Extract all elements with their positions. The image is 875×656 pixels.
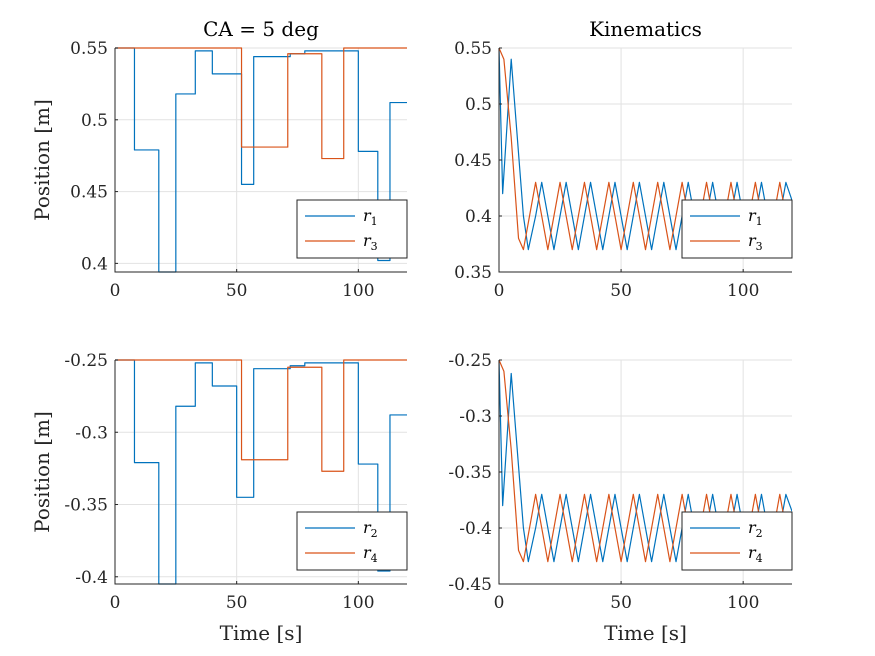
legend-entry-subscript: 1 xyxy=(371,215,378,228)
y-tick-label: 0.4 xyxy=(81,254,108,274)
y-tick-label: 0.4 xyxy=(465,207,492,227)
x-tick-label: 50 xyxy=(226,593,248,613)
x-tick-label: 100 xyxy=(727,593,759,613)
y-axis-label: Position [m] xyxy=(30,99,54,221)
legend-box xyxy=(296,199,408,259)
y-tick-label: 0.45 xyxy=(70,183,108,203)
legend-entry-subscript: 3 xyxy=(756,240,763,253)
y-tick-label: -0.35 xyxy=(64,496,108,516)
y-tick-label: -0.25 xyxy=(64,351,108,371)
series-line-r3 xyxy=(115,47,407,160)
subplot-bottom-left: 0 50 100 -0.4 -0.35 -0.3 -0.25 Time [s] Position… xyxy=(30,351,408,645)
plot-title: CA = 5 deg xyxy=(203,17,319,41)
x-axis-label: Time [s] xyxy=(220,621,303,645)
y-tick-label: 0.45 xyxy=(454,151,492,171)
y-tick-label: -0.3 xyxy=(75,423,108,443)
x-tick-label: 0 xyxy=(110,593,121,613)
y-tick-label: -0.4 xyxy=(459,519,492,539)
y-tick-label: 0.55 xyxy=(70,39,108,59)
y-tick-label: 0.35 xyxy=(454,263,492,283)
subplot-bottom-right: 0 50 100 -0.45 -0.4 -0.35 -0.3 -0.25 Time [s] r2r… xyxy=(448,351,793,645)
y-tick-label: 0.55 xyxy=(454,39,492,59)
x-tick-label: 50 xyxy=(226,281,248,301)
legend-box xyxy=(681,199,793,259)
y-tick-label: -0.45 xyxy=(448,575,492,595)
legend-entry-subscript: 2 xyxy=(371,527,378,540)
legend-entry-subscript: 4 xyxy=(756,552,763,565)
y-tick-label: -0.25 xyxy=(448,351,492,371)
y-tick-label: 0.5 xyxy=(465,95,492,115)
y-tick-label: -0.35 xyxy=(448,463,492,483)
legend-entry-subscript: 4 xyxy=(371,552,378,565)
legend-box xyxy=(681,511,793,571)
x-tick-label: 50 xyxy=(610,593,632,613)
y-tick-label: 0.5 xyxy=(81,111,108,131)
subplot-top-left: 0 50 100 0.4 0.45 0.5 0.55 CA = 5 deg Position [… xyxy=(30,17,408,301)
y-tick-label: -0.4 xyxy=(75,568,108,588)
y-tick-label: -0.3 xyxy=(459,407,492,427)
x-tick-label: 0 xyxy=(110,281,121,301)
legend-entry-subscript: 1 xyxy=(756,215,763,228)
y-axis-label: Position [m] xyxy=(30,411,54,533)
x-tick-label: 50 xyxy=(610,281,632,301)
x-tick-label: 100 xyxy=(727,281,759,301)
x-tick-label: 100 xyxy=(342,281,374,301)
x-tick-label: 0 xyxy=(494,281,505,301)
x-axis-label: Time [s] xyxy=(604,621,687,645)
x-tick-label: 0 xyxy=(494,593,505,613)
plot-title: Kinematics xyxy=(589,17,702,41)
x-tick-label: 100 xyxy=(342,593,374,613)
legend-entry-subscript: 2 xyxy=(756,527,763,540)
legend-box xyxy=(296,511,408,571)
series-line-r4 xyxy=(115,359,407,472)
legend-entry-subscript: 3 xyxy=(371,240,378,253)
